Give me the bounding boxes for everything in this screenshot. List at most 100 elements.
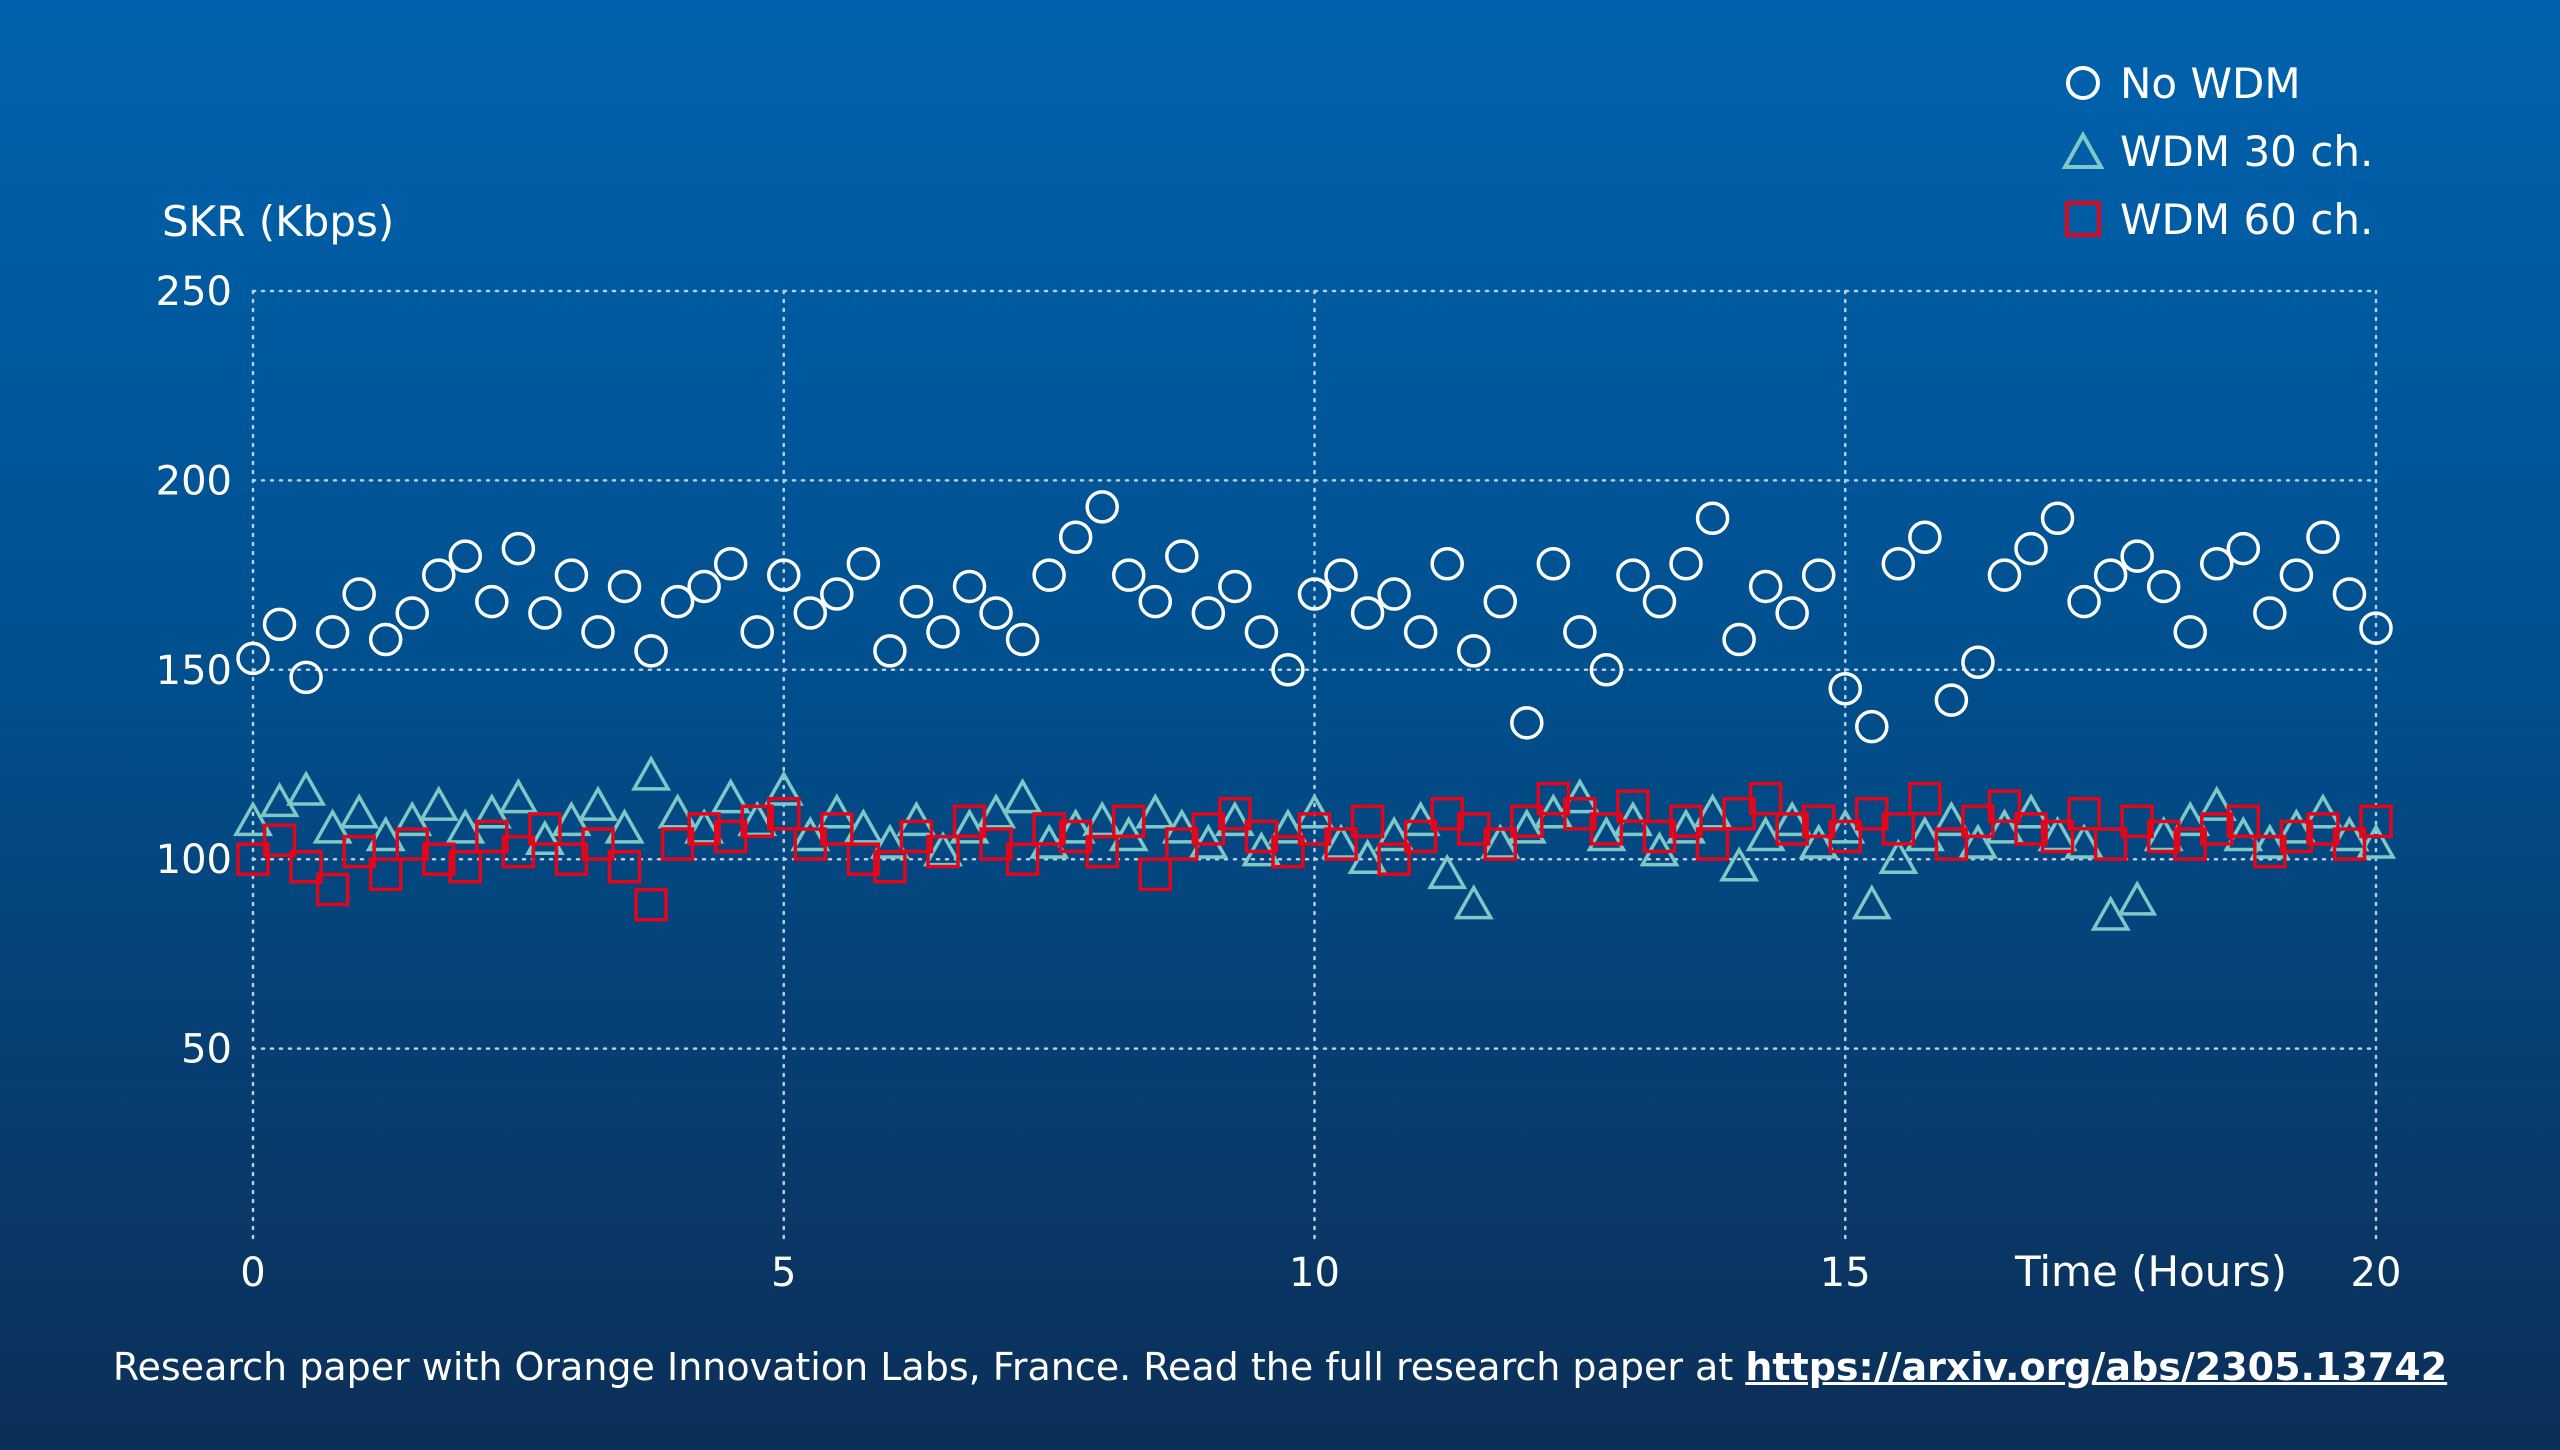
legend-label-wdm60: WDM 60 ch. [2120, 195, 2373, 244]
point-circle [1271, 653, 1305, 687]
point-circle [1005, 622, 1040, 657]
point-square [1748, 781, 1783, 816]
point-square [1616, 789, 1650, 823]
series-wdm-30-ch- [232, 755, 2397, 931]
point-square [448, 850, 483, 884]
point-circle [1085, 490, 1119, 524]
point-circle [1934, 683, 1969, 717]
point-triangle [2329, 815, 2370, 852]
point-triangle [232, 800, 274, 837]
point-circle [501, 531, 536, 566]
point-square [1271, 834, 1305, 869]
point-square [1775, 812, 1809, 846]
point-circle [1695, 501, 1730, 536]
y-tick-label: 50 [181, 1027, 232, 1073]
point-circle [1589, 653, 1624, 687]
legend-circle-icon [2066, 66, 2100, 100]
point-triangle [1055, 808, 1096, 844]
point-triangle [498, 778, 539, 814]
point-triangle [339, 793, 380, 829]
point-triangle [1878, 838, 1919, 874]
point-circle [1483, 584, 1518, 619]
point-triangle [737, 800, 778, 837]
point-square [368, 857, 403, 892]
legend: No WDM WDM 30 ch. WDM 60 ch. [2061, 59, 2373, 244]
point-circle [1510, 706, 1544, 740]
point-square [767, 796, 801, 831]
point-triangle [2064, 823, 2105, 859]
point-circle [1616, 558, 1650, 592]
point-square [2200, 812, 2234, 846]
point-circle [395, 596, 429, 630]
point-square [846, 842, 881, 876]
point-square [1403, 819, 1438, 854]
point-triangle [816, 793, 857, 829]
point-circle [1536, 546, 1571, 581]
paper-link[interactable]: https://arxiv.org/abs/2305.13742 [1745, 1345, 2448, 1389]
point-circle [1563, 615, 1597, 649]
point-circle [713, 546, 748, 581]
series-wdm-60-ch- [236, 781, 2393, 922]
point-circle [2173, 615, 2207, 649]
point-square [1987, 789, 2022, 823]
point-triangle [1002, 778, 1043, 814]
point-square [501, 834, 536, 869]
point-circle [368, 622, 403, 657]
point-square [1138, 857, 1173, 892]
point-circle [1244, 615, 1279, 649]
point-square [873, 850, 907, 884]
point-square [2067, 796, 2101, 831]
legend-label-no-wdm: No WDM [2120, 59, 2301, 108]
series-no-wdm [236, 490, 2393, 744]
point-square [1695, 827, 1730, 861]
x-tick-label: 20 [2351, 1250, 2402, 1296]
data-points [232, 490, 2397, 931]
point-circle [2067, 584, 2101, 619]
footer: Research paper with Orange Innovation La… [0, 1345, 2560, 1389]
point-square [2279, 819, 2314, 854]
y-tick-label: 100 [156, 837, 232, 883]
point-square [2359, 804, 2393, 839]
point-square [1350, 804, 1385, 839]
point-circle [1908, 520, 1942, 554]
point-circle [1801, 558, 1836, 592]
point-circle [607, 569, 642, 604]
point-square [528, 812, 562, 846]
point-circle [2014, 531, 2048, 566]
point-circle [873, 634, 907, 668]
point-circle [1377, 577, 1411, 611]
point-square [1032, 812, 1066, 846]
point-triangle [2117, 880, 2158, 916]
point-circle [1855, 709, 1889, 744]
point-circle [1165, 539, 1199, 573]
point-triangle [2223, 815, 2264, 852]
point-circle [660, 584, 695, 619]
point-square [952, 804, 987, 839]
point-circle [289, 660, 323, 695]
y-tick-label: 250 [156, 269, 232, 315]
point-triangle [524, 819, 565, 856]
point-circle [1748, 569, 1783, 604]
point-triangle [2355, 823, 2397, 859]
point-circle [2226, 531, 2261, 566]
point-circle [581, 615, 615, 649]
legend-label-wdm30: WDM 30 ch. [2120, 127, 2373, 176]
point-triangle [1294, 793, 1335, 829]
point-triangle [259, 781, 300, 818]
point-triangle [896, 800, 937, 837]
point-circle [899, 584, 934, 619]
point-circle [1669, 546, 1703, 581]
x-axis-label: Time (Hours) [2014, 1247, 2287, 1296]
point-square [1085, 834, 1119, 869]
x-tick-label: 5 [771, 1250, 796, 1296]
point-triangle [2196, 785, 2237, 821]
point-circle [634, 634, 668, 668]
point-circle [2093, 558, 2128, 592]
point-circle [2279, 558, 2314, 592]
point-circle [1218, 569, 1252, 604]
point-circle [2306, 520, 2340, 554]
point-triangle [1825, 808, 1866, 844]
point-circle [1191, 596, 1226, 630]
point-triangle [1427, 853, 1468, 890]
y-axis-label: SKR (Kbps) [162, 197, 394, 246]
